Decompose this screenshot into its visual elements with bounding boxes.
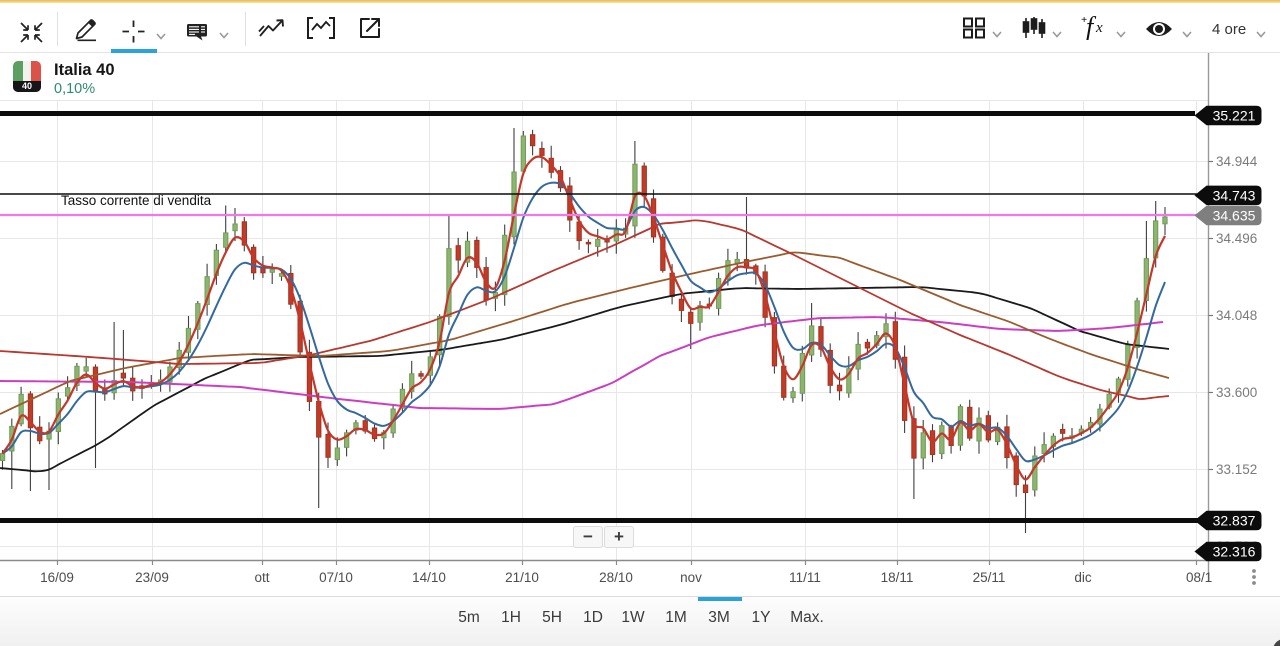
svg-text:34.743: 34.743: [1213, 187, 1256, 203]
svg-text:f: f: [1086, 14, 1097, 40]
svg-text:ott: ott: [254, 570, 269, 585]
svg-text:33.600: 33.600: [1216, 385, 1257, 400]
svg-text:x: x: [1095, 20, 1103, 36]
svg-text:+: +: [1081, 14, 1087, 26]
svg-text:dic: dic: [1074, 570, 1092, 585]
svg-text:32.837: 32.837: [1213, 513, 1256, 529]
svg-text:28/10: 28/10: [599, 570, 633, 585]
svg-text:34.635: 34.635: [1213, 208, 1256, 224]
svg-text:33.152: 33.152: [1216, 462, 1257, 477]
svg-text:32.316: 32.316: [1213, 544, 1256, 560]
svg-text:08/1: 08/1: [1186, 570, 1212, 585]
svg-text:25/11: 25/11: [973, 570, 1006, 585]
svg-text:16/09: 16/09: [40, 570, 74, 585]
svg-text:11/11: 11/11: [789, 570, 821, 585]
svg-text:07/10: 07/10: [319, 570, 353, 585]
svg-text:34.048: 34.048: [1216, 308, 1257, 323]
svg-text:nov: nov: [680, 570, 702, 585]
svg-text:Tasso corrente di vendita: Tasso corrente di vendita: [61, 193, 212, 208]
svg-text:14/10: 14/10: [412, 570, 446, 585]
svg-text:34.944: 34.944: [1216, 154, 1258, 169]
svg-text:23/09: 23/09: [135, 570, 169, 585]
svg-text:18/11: 18/11: [881, 570, 914, 585]
svg-text:21/10: 21/10: [505, 570, 539, 585]
svg-text:35.221: 35.221: [1213, 108, 1256, 124]
svg-text:34.496: 34.496: [1216, 231, 1257, 246]
